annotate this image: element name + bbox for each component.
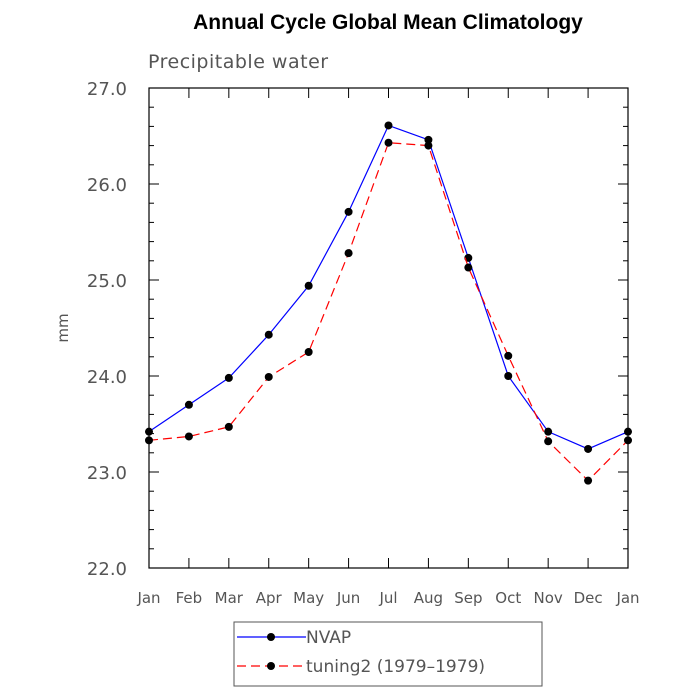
series-layer [145,121,632,485]
series-1-point [384,121,393,130]
series-1-point [264,330,273,339]
chart-subtitle: Precipitable water [148,51,329,73]
x-tick-label: Jun [336,589,360,607]
x-tick-label: Apr [256,589,283,607]
series-1-point [304,281,313,290]
series-1-point [504,372,513,380]
series-2-point [224,422,233,431]
legend-label-2: tuning2 (1979–1979) [306,657,485,677]
axes: 22.0 23.0 24.0 25.0 26.0 27.0 Jan Feb Mar Apr May J… [54,79,640,607]
series-line-1 [148,124,629,450]
y-tick-label: 22.0 [87,559,127,580]
series-line-2 [148,142,629,482]
series-2-point [424,141,433,150]
x-tick-label: Oct [495,589,521,607]
x-tick-label: Dec [574,589,603,607]
series-1-point [624,427,632,436]
x-tick-label: Jul [378,589,397,607]
x-tick-label: Jan [136,589,160,607]
series-2-point [504,351,513,360]
legend: NVAP tuning2 (1979–1979) [233,621,543,687]
x-tick-label: Feb [176,589,203,607]
plot-frame [148,87,629,569]
x-tick-label: Aug [414,589,443,607]
y-tick-label: 23.0 [87,463,127,484]
series-1-point [584,444,593,453]
x-tick-label: Nov [534,589,563,607]
series-1-point [344,207,353,216]
legend-marker-2 [267,662,275,670]
series-2-point [544,437,553,446]
series-2-point [384,138,393,147]
x-tick-label: Sep [454,589,482,607]
chart-title: Annual Cycle Global Mean Climatology [193,11,583,34]
y-tick-label: 24.0 [87,367,127,388]
legend-marker-1 [267,633,275,641]
series-2-point [145,436,153,445]
y-tick-label: 26.0 [87,175,127,196]
series-2-point [184,432,193,441]
y-tick-label: 27.0 [87,79,127,100]
x-tick-label: Jan [615,589,639,607]
series-2-point [304,348,313,356]
series-1-point [184,400,193,409]
legend-box [233,621,543,687]
series-2-point [264,372,273,381]
series-2-point [464,263,473,272]
legend-label-1: NVAP [306,628,351,648]
y-tick-label: 25.0 [87,271,127,292]
series-1-point [145,427,153,436]
series-1-point [224,373,233,382]
series-1-point [424,135,433,144]
x-tick-label: May [293,589,324,607]
series-2-point [344,249,353,258]
series-2-point [584,476,593,485]
y-axis-label: mm [54,313,72,342]
x-tick-label: Mar [215,589,244,607]
series-1-point [544,427,553,436]
series-2-point [624,436,632,445]
